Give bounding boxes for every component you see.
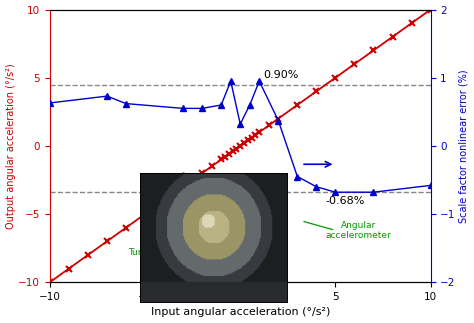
Y-axis label: Output angular acceleration (°/s²): Output angular acceleration (°/s²) xyxy=(6,63,16,229)
X-axis label: Input angular acceleration (°/s²): Input angular acceleration (°/s²) xyxy=(151,307,330,318)
Text: -0.68%: -0.68% xyxy=(326,196,365,206)
Text: 0.90%: 0.90% xyxy=(263,70,299,80)
Text: Angular
accelerometer: Angular accelerometer xyxy=(325,221,391,240)
Text: Turntable: Turntable xyxy=(128,248,170,257)
Y-axis label: Scale factor nonlinear error (%): Scale factor nonlinear error (%) xyxy=(458,69,468,223)
